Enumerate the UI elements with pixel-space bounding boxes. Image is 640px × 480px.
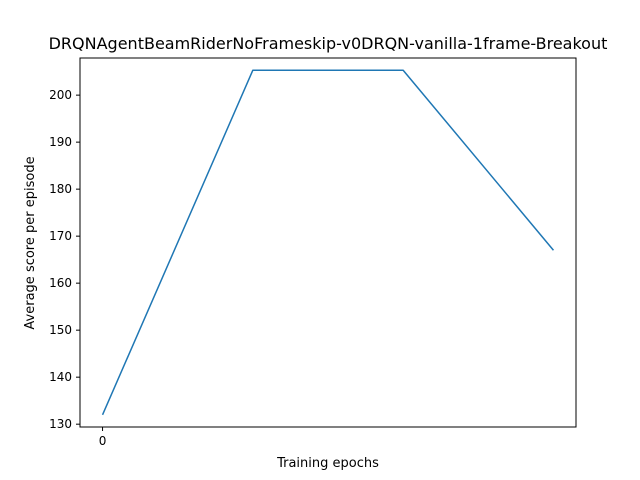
- x-axis-label: Training epochs: [276, 456, 379, 471]
- y-tick-label-130: 130: [49, 417, 72, 431]
- y-tick-label-200: 200: [49, 88, 72, 102]
- y-tick-label-150: 150: [49, 323, 72, 337]
- y-axis-label: Average score per episode: [23, 156, 38, 329]
- y-tick-label-140: 140: [49, 370, 72, 384]
- y-tick-label-160: 160: [49, 276, 72, 290]
- x-tick-label-0: 0: [99, 434, 107, 448]
- plot-area: 130 140 150 160 170 180 190 200 0: [49, 57, 577, 448]
- series-line-0: [101, 69, 555, 416]
- y-tick-label-180: 180: [49, 182, 72, 196]
- y-tick-label-170: 170: [49, 229, 72, 243]
- chart-title: DRQNAgentBeamRiderNoFrameskip-v0DRQN-van…: [49, 34, 608, 53]
- y-tick-label-190: 190: [49, 135, 72, 149]
- plot-frame: [79, 57, 577, 428]
